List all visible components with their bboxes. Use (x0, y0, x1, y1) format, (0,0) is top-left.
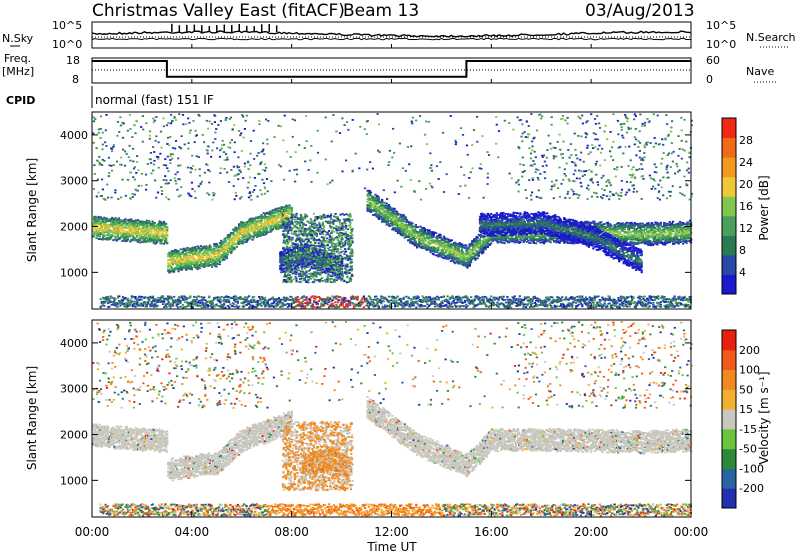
power-colorbar-tick-label: 28 (739, 134, 753, 147)
frequency-panel: Freq. [MHz] 18 8 60 0 Nave (2, 52, 776, 86)
power-colorbar-tick-label: 4 (739, 266, 746, 279)
freq-left-tick-top: 18 (66, 54, 80, 67)
velocity-colorbar-tick-label: 200 (739, 344, 760, 357)
velocity-colorbar-swatch (722, 448, 736, 469)
date-title: 03/Aug/2013 (585, 1, 695, 21)
velocity-colorbar-swatch (722, 488, 736, 509)
freq-right-tick-top: 60 (706, 54, 720, 67)
beam-title: Beam 13 (343, 1, 419, 21)
velocity-colorbar-frame (721, 329, 737, 509)
noise-right-tick-top: 10^5 (706, 19, 736, 32)
power-colorbar-frame (721, 117, 737, 295)
velocity-y-ticks: 4000 3000 2000 1000 (60, 337, 691, 487)
power-colorbar-swatch (722, 157, 736, 178)
noise-sky-line (91, 30, 692, 38)
power-colorbar-tick-label: 20 (739, 178, 753, 191)
noise-right-label: N.Search (746, 31, 796, 44)
power-colorbar-swatch (722, 137, 736, 158)
velocity-y-tick-label: 4000 (60, 337, 88, 350)
velocity-colorbar-tick-label: 50 (739, 383, 753, 396)
time-tick-label: 00:00 (674, 525, 709, 539)
velocity-colorbar-swatch (722, 369, 736, 390)
velocity-ylabel: Slant Range [km] (25, 366, 39, 470)
power-colorbar-swatch (722, 254, 736, 275)
power-y-ticks: 4000 3000 2000 1000 (60, 129, 691, 279)
velocity-colorbar-swatch (722, 409, 736, 430)
power-ylabel: Slant Range [km] (25, 158, 39, 262)
velocity-y-tick-label: 2000 (60, 429, 88, 442)
cpid-label: CPID (6, 94, 35, 107)
station-title: Christmas Valley East (fitACF) (92, 1, 345, 21)
velocity-colorbar-swatch (722, 349, 736, 371)
power-colorbar-tick-label: 12 (739, 222, 753, 235)
power-colorbar-swatch (722, 215, 736, 236)
cpid-text: normal (fast) 151 IF (95, 93, 214, 107)
power-panel: 4000 3000 2000 1000 Slant Range [km] 28 24 20… (25, 111, 771, 310)
frequency-line (92, 60, 691, 78)
noise-panel: N.Sky 10^5 10^0 10^5 10^0 N.Search (2, 19, 796, 51)
noise-spikes (171, 23, 278, 32)
power-colorbar: 28 24 20 16 12 8 4 (721, 117, 753, 295)
power-colorbar-tick-label: 24 (739, 156, 753, 169)
velocity-colorbar-tick-label: -200 (739, 482, 764, 495)
time-tick-label: 12:00 (374, 525, 409, 539)
power-colorbar-label: Power [dB] (757, 175, 771, 240)
freq-left-tick-bottom: 8 (72, 73, 79, 86)
velocity-colorbar-swatch (722, 330, 736, 351)
noise-left-tick-bottom: 10^0 (52, 38, 82, 51)
velocity-panel: 4000 3000 2000 1000 Slant Range [km] 200 100… (25, 319, 771, 518)
power-colorbar-tick-label: 16 (739, 200, 753, 213)
power-colorbar-swatch (722, 176, 736, 197)
velocity-colorbar-tick-label: 100 (739, 364, 760, 377)
freq-label-line2: [MHz] (2, 65, 34, 78)
power-colorbar-swatch (722, 118, 736, 139)
power-y-tick-label: 4000 (60, 129, 88, 142)
noise-left-tick-top: 10^5 (52, 19, 82, 32)
noise-search-line (91, 37, 691, 41)
time-axis-label: Time UT (366, 540, 417, 554)
velocity-colorbar-swatch (722, 428, 736, 450)
noise-right-tick-bottom: 10^0 (706, 38, 736, 51)
power-y-tick-label: 1000 (60, 266, 88, 279)
velocity-colorbar-tick-label: -15 (739, 423, 757, 436)
velocity-colorbar: 200 100 50 15 -15 -50 -100 -200 (721, 329, 764, 509)
nave-label: Nave (746, 65, 774, 78)
velocity-y-tick-label: 1000 (60, 474, 88, 487)
power-colorbar-tick-label: 8 (739, 244, 746, 257)
velocity-colorbar-label: Velocity [m s⁻¹] (757, 371, 771, 464)
time-tick-label: 08:00 (274, 525, 309, 539)
power-colorbar-swatch (722, 196, 736, 217)
power-colorbar-swatch (722, 274, 736, 295)
noise-left-label: N.Sky (2, 32, 34, 45)
velocity-colorbar-tick-label: 15 (739, 403, 753, 416)
time-tick-label: 04:00 (175, 525, 210, 539)
velocity-y-tick-label: 3000 (60, 383, 88, 396)
power-plot-area (92, 113, 694, 309)
time-tick-label: 00:00 (75, 525, 110, 539)
velocity-plot-area (92, 321, 693, 517)
power-colorbar-swatch (722, 235, 736, 256)
time-tick-label: 16:00 (474, 525, 509, 539)
velocity-colorbar-swatch (722, 468, 736, 489)
power-y-tick-label: 3000 (60, 175, 88, 188)
time-tick-label: 20:00 (574, 525, 609, 539)
velocity-colorbar-swatch (722, 389, 736, 410)
power-y-tick-label: 2000 (60, 221, 88, 234)
velocity-colorbar-tick-label: -100 (739, 462, 764, 475)
freq-right-tick-bottom: 0 (706, 73, 713, 86)
freq-label-line1: Freq. (4, 52, 31, 65)
velocity-colorbar-tick-label: -50 (739, 443, 757, 456)
time-axis: 00:00 04:00 08:00 12:00 16:00 20:00 00:00 (75, 44, 709, 539)
